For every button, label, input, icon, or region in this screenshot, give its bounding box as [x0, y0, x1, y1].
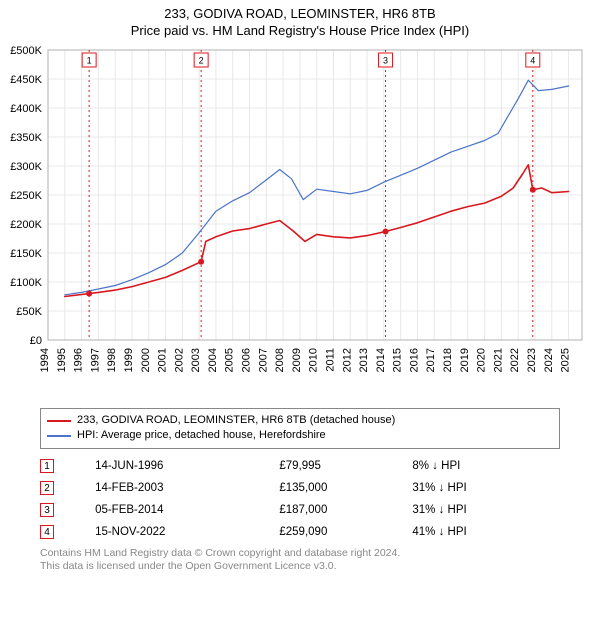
svg-text:1999: 1999	[123, 348, 135, 372]
legend-swatch	[47, 435, 71, 437]
transaction-marker-cell: 2	[40, 477, 95, 499]
transaction-price: £135,000	[279, 477, 412, 499]
svg-text:2006: 2006	[241, 348, 253, 372]
legend-row: 233, GODIVA ROAD, LEOMINSTER, HR6 8TB (d…	[47, 413, 553, 428]
legend-label: HPI: Average price, detached house, Here…	[77, 428, 326, 443]
svg-text:2020: 2020	[476, 348, 488, 372]
svg-text:2025: 2025	[560, 348, 572, 372]
title-subtitle: Price paid vs. HM Land Registry's House …	[0, 23, 600, 38]
svg-text:2004: 2004	[207, 348, 219, 372]
legend-row: HPI: Average price, detached house, Here…	[47, 428, 553, 443]
svg-text:£400K: £400K	[10, 103, 42, 115]
transaction-price: £259,090	[279, 521, 412, 543]
chart-svg: £0 £50K £100K £150K £200K £250K £300K £350K £400…	[0, 42, 600, 402]
svg-text:2021: 2021	[492, 348, 504, 372]
svg-text:£350K: £350K	[10, 132, 42, 144]
svg-text:£500K: £500K	[10, 45, 42, 57]
svg-text:2015: 2015	[392, 348, 404, 372]
svg-text:2013: 2013	[358, 348, 370, 372]
svg-text:2009: 2009	[291, 348, 303, 372]
svg-text:2014: 2014	[375, 348, 387, 372]
transaction-row: 3 05-FEB-2014£187,00031% ↓ HPI	[40, 499, 560, 521]
transaction-date: 15-NOV-2022	[95, 521, 279, 543]
transaction-row: 2 14-FEB-2003£135,00031% ↓ HPI	[40, 477, 560, 499]
transaction-marker-cell: 4	[40, 521, 95, 543]
transaction-price: £187,000	[279, 499, 412, 521]
svg-text:£100K: £100K	[10, 277, 42, 289]
svg-text:2007: 2007	[257, 348, 269, 372]
svg-text:2005: 2005	[224, 348, 236, 372]
svg-text:1996: 1996	[73, 348, 85, 372]
svg-text:2017: 2017	[425, 348, 437, 372]
svg-text:2008: 2008	[274, 348, 286, 372]
transaction-diff: 41% ↓ HPI	[412, 521, 560, 543]
transaction-marker: 3	[40, 503, 54, 517]
svg-text:4: 4	[530, 56, 535, 66]
transaction-diff: 31% ↓ HPI	[412, 499, 560, 521]
svg-text:£250K: £250K	[10, 190, 42, 202]
footer-copyright: Contains HM Land Registry data © Crown c…	[40, 547, 560, 561]
legend-swatch	[47, 420, 71, 422]
svg-text:2003: 2003	[190, 348, 202, 372]
transaction-row: 1 14-JUN-1996£79,9958% ↓ HPI	[40, 455, 560, 477]
legend: 233, GODIVA ROAD, LEOMINSTER, HR6 8TB (d…	[40, 408, 560, 449]
svg-text:£50K: £50K	[16, 306, 42, 318]
transactions-table: 1 14-JUN-1996£79,9958% ↓ HPI 2 14-FEB-2003£…	[40, 455, 560, 543]
svg-text:1: 1	[87, 56, 92, 66]
transaction-marker-cell: 1	[40, 455, 95, 477]
svg-text:2022: 2022	[509, 348, 521, 372]
transaction-row: 4 15-NOV-2022£259,09041% ↓ HPI	[40, 521, 560, 543]
svg-text:£450K: £450K	[10, 74, 42, 86]
svg-text:2: 2	[199, 56, 204, 66]
transaction-date: 05-FEB-2014	[95, 499, 279, 521]
price-chart: £0 £50K £100K £150K £200K £250K £300K £350K £400…	[0, 42, 600, 402]
svg-text:2016: 2016	[408, 348, 420, 372]
svg-text:2024: 2024	[543, 348, 555, 372]
svg-text:£300K: £300K	[10, 161, 42, 173]
svg-text:1997: 1997	[89, 348, 101, 372]
legend-label: 233, GODIVA ROAD, LEOMINSTER, HR6 8TB (d…	[77, 413, 395, 428]
transaction-date: 14-JUN-1996	[95, 455, 279, 477]
title-address: 233, GODIVA ROAD, LEOMINSTER, HR6 8TB	[0, 6, 600, 21]
svg-text:2011: 2011	[324, 348, 336, 372]
svg-text:2012: 2012	[341, 348, 353, 372]
svg-text:2018: 2018	[442, 348, 454, 372]
svg-text:2000: 2000	[140, 348, 152, 372]
transaction-price: £79,995	[279, 455, 412, 477]
svg-text:2002: 2002	[173, 348, 185, 372]
svg-text:2001: 2001	[157, 348, 169, 372]
transaction-marker-cell: 3	[40, 499, 95, 521]
transaction-marker: 2	[40, 481, 54, 495]
transaction-marker: 1	[40, 459, 54, 473]
svg-text:2023: 2023	[526, 348, 538, 372]
svg-text:£150K: £150K	[10, 248, 42, 260]
footer-licence: This data is licensed under the Open Gov…	[40, 560, 560, 574]
svg-text:2019: 2019	[459, 348, 471, 372]
svg-text:3: 3	[383, 56, 388, 66]
svg-text:£200K: £200K	[10, 219, 42, 231]
transaction-diff: 31% ↓ HPI	[412, 477, 560, 499]
svg-text:£0: £0	[30, 335, 42, 347]
transaction-date: 14-FEB-2003	[95, 477, 279, 499]
svg-text:2010: 2010	[308, 348, 320, 372]
svg-text:1998: 1998	[106, 348, 118, 372]
svg-text:1995: 1995	[56, 348, 68, 372]
transaction-marker: 4	[40, 525, 54, 539]
transaction-diff: 8% ↓ HPI	[412, 455, 560, 477]
svg-text:1994: 1994	[39, 348, 51, 372]
